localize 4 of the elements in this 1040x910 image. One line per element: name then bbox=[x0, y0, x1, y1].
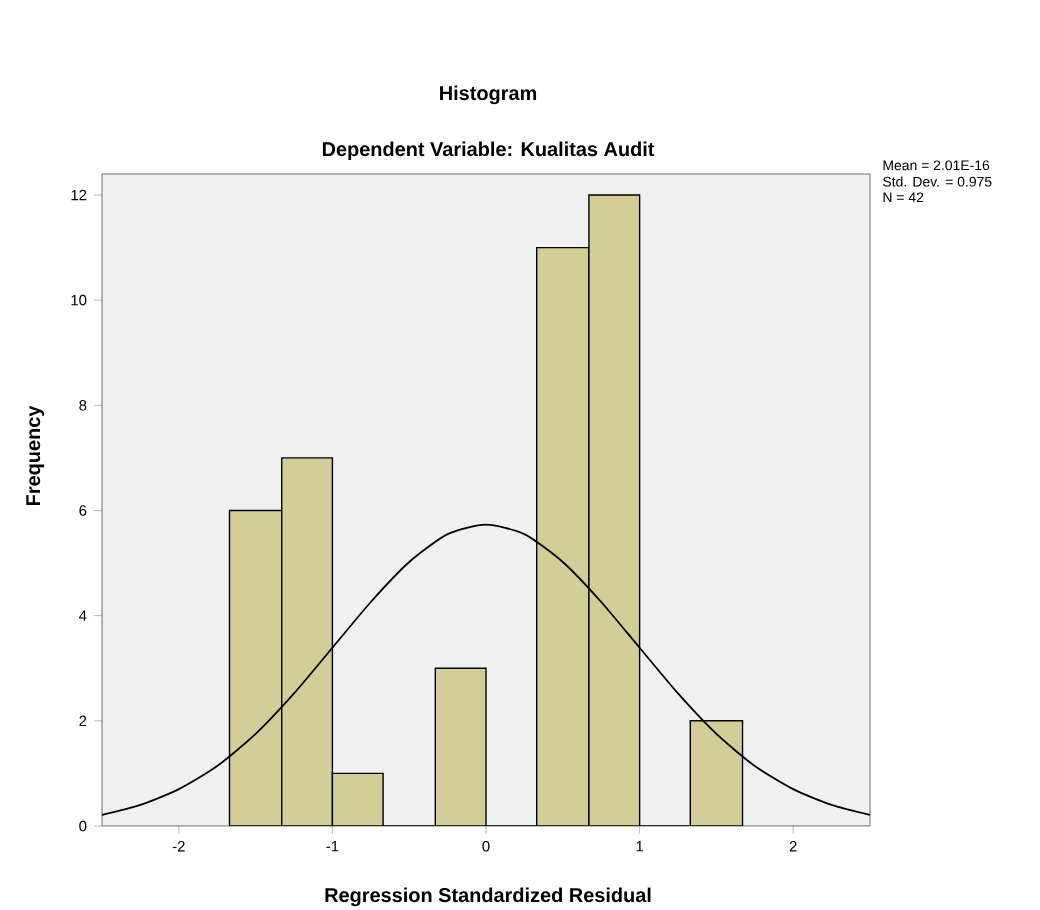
chart-subtitle: Dependent Variable: Kualitas Audit bbox=[322, 141, 655, 161]
chart-title: Histogram bbox=[440, 85, 537, 105]
x-axis-title: Regression Standardized Residual bbox=[325, 887, 651, 907]
y-axis-title: Frequency bbox=[26, 405, 45, 506]
